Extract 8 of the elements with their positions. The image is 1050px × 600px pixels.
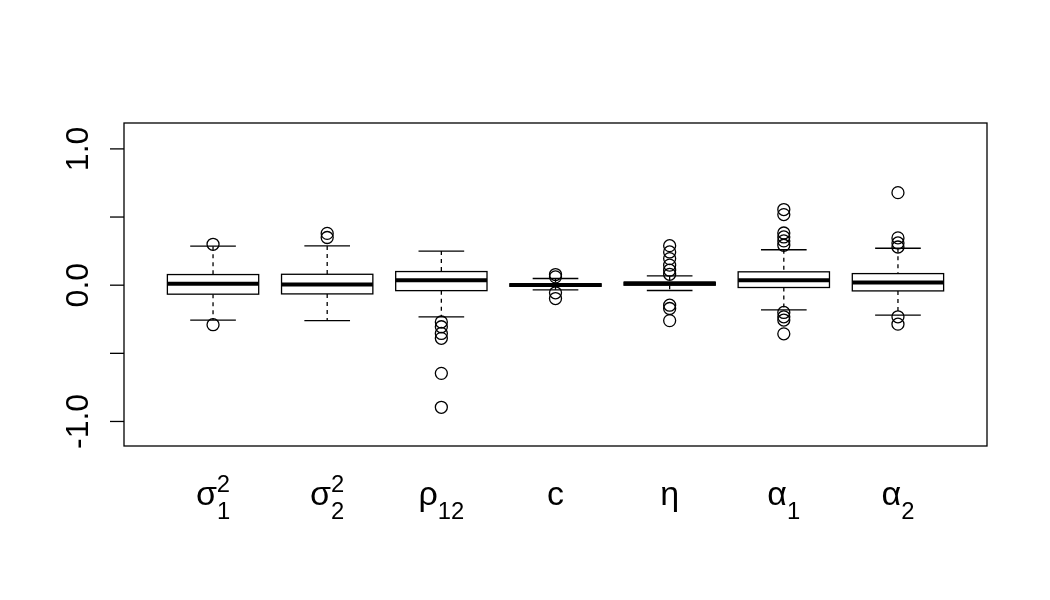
x-tick-label: α$_{1}$	[767, 474, 801, 524]
x-tick-label: c	[547, 474, 564, 512]
x-tick-label: η	[660, 474, 680, 512]
y-tick-label: -1.0	[59, 393, 95, 450]
x-tick-label: ρ$_{12}$	[418, 474, 465, 524]
y-tick-label: 0.0	[59, 262, 95, 308]
y-tick-label: 1.0	[59, 126, 95, 172]
x-tick-label: α$_{2}$	[881, 474, 915, 524]
